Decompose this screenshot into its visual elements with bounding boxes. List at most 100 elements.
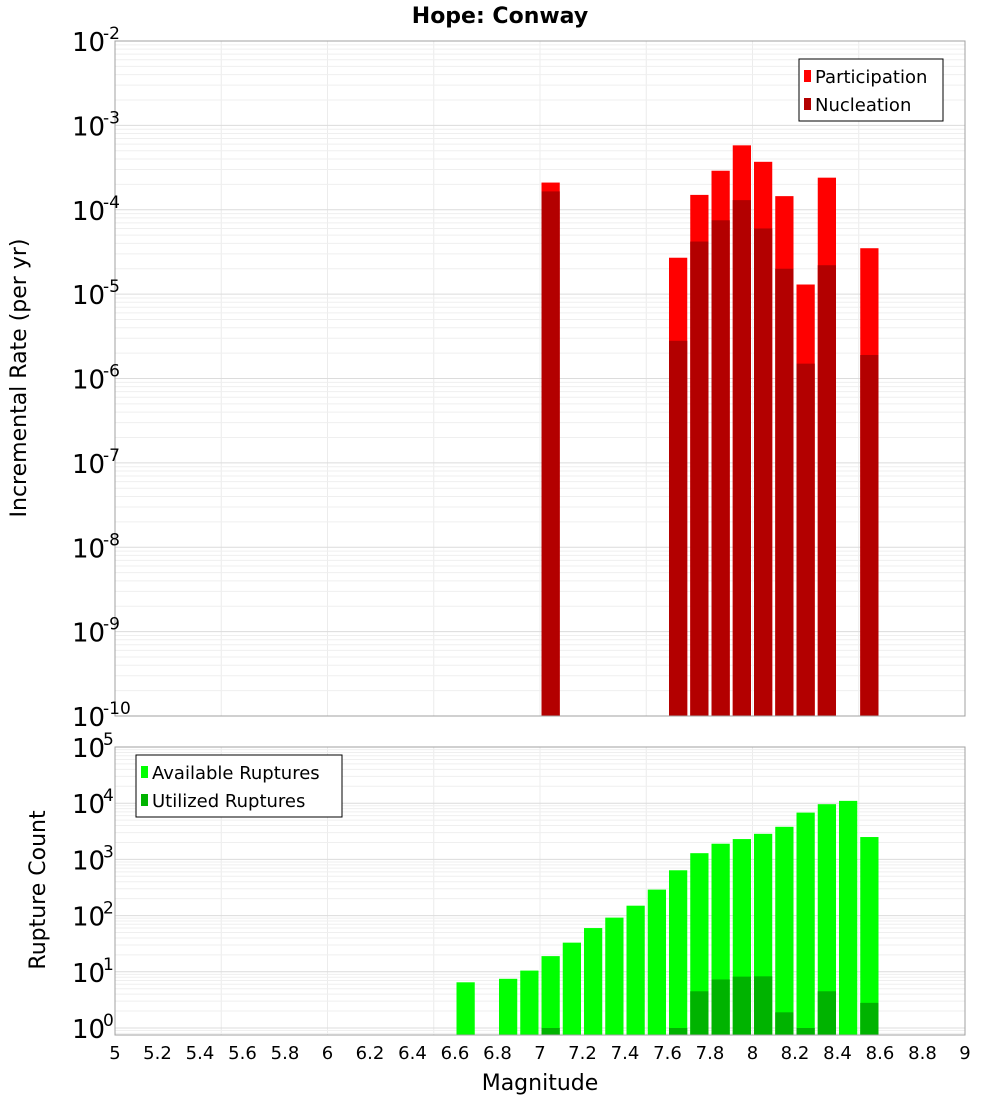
- count-bar: [817, 991, 836, 1035]
- rate-y-tick-exponent: -9: [103, 615, 120, 635]
- x-tick-label: 9: [959, 1043, 970, 1064]
- x-tick-label: 6.8: [483, 1043, 512, 1064]
- x-tick-label: 8.4: [823, 1043, 852, 1064]
- count-legend-swatch: [141, 794, 148, 806]
- rate-bar: [817, 265, 836, 716]
- x-tick-label: 5.2: [143, 1043, 172, 1064]
- x-tick-label: 7: [534, 1043, 545, 1064]
- count-y-tick-label: 10: [72, 846, 105, 876]
- rate-y-tick-exponent: -10: [103, 699, 131, 719]
- count-bar: [711, 979, 730, 1035]
- count-bar: [860, 1002, 879, 1035]
- count-legend-label: Available Ruptures: [152, 763, 320, 784]
- rate-y-tick-label: 10: [72, 197, 105, 227]
- count-y-tick-exponent: 2: [103, 899, 114, 919]
- rate-y-tick-label: 10: [72, 112, 105, 142]
- rate-y-tick-label: 10: [72, 366, 105, 396]
- count-legend: Available Ruptures Utilized Ruptures: [135, 754, 343, 818]
- rate-bar: [860, 354, 879, 716]
- count-frame: [114, 746, 966, 1036]
- rate-frame: [114, 40, 966, 717]
- x-tick-label: 5.6: [228, 1043, 257, 1064]
- rate-y-tick-exponent: -2: [103, 24, 120, 44]
- x-tick-label: 8: [747, 1043, 758, 1064]
- count-bar: [584, 928, 603, 1035]
- count-bar: [541, 1027, 560, 1035]
- rate-bar: [690, 241, 709, 717]
- count-bar: [817, 804, 836, 1035]
- rate-legend-box: [798, 58, 944, 122]
- x-tick-label: 6: [322, 1043, 333, 1064]
- count-y-tick-exponent: 0: [103, 1011, 114, 1031]
- x-tick-label: 5.4: [186, 1043, 215, 1064]
- count-bar: [732, 976, 751, 1035]
- x-tick-label: 8.8: [908, 1043, 937, 1064]
- count-bar: [775, 826, 794, 1035]
- x-axis-label: Magnitude: [482, 1071, 599, 1096]
- rate-legend-label: Participation: [815, 67, 927, 88]
- count-y-tick-label: 10: [72, 734, 105, 764]
- rate-y-tick-label: 10: [72, 703, 105, 733]
- count-bar: [626, 905, 645, 1035]
- rate-y-tick-exponent: -8: [103, 530, 120, 550]
- x-tick-label: 7.2: [568, 1043, 597, 1064]
- count-bar: [520, 970, 539, 1035]
- rate-bar: [711, 220, 730, 717]
- count-y-tick-exponent: 3: [103, 842, 114, 862]
- count-bar: [775, 1012, 794, 1035]
- count-bar: [796, 1027, 815, 1035]
- x-tick-label: 6.4: [398, 1043, 427, 1064]
- rate-bar: [775, 268, 794, 716]
- count-legend-label: Utilized Ruptures: [152, 791, 305, 812]
- rate-y-tick-label: 10: [72, 281, 105, 311]
- rate-y-tick-exponent: -5: [103, 277, 120, 297]
- x-tick-label: 8.2: [781, 1043, 810, 1064]
- y-axis-label-count: Rupture Count: [26, 810, 51, 970]
- count-bar: [860, 837, 879, 1035]
- x-tick-label: 7.6: [653, 1043, 682, 1064]
- rate-y-tick-label: 10: [72, 534, 105, 564]
- rate-legend: Participation Nucleation: [798, 58, 944, 122]
- count-y-tick-label: 10: [72, 1015, 105, 1045]
- x-tick-label: 8.6: [866, 1043, 895, 1064]
- count-y-tick-exponent: 4: [103, 786, 114, 806]
- count-y-tick-exponent: 1: [103, 955, 114, 975]
- count-y-tick-exponent: 5: [103, 730, 114, 750]
- count-bar: [669, 1027, 688, 1035]
- count-bar: [796, 812, 815, 1035]
- x-tick-label: 5: [109, 1043, 120, 1064]
- rate-bar: [541, 191, 560, 717]
- rate-legend-swatch: [804, 98, 811, 110]
- x-tick-label: 5.8: [271, 1043, 300, 1064]
- rate-bar: [669, 340, 688, 716]
- y-axis-label-rate: Incremental Rate (per yr): [7, 239, 32, 518]
- count-y-tick-label: 10: [72, 959, 105, 989]
- rate-series-1: [541, 191, 879, 717]
- x-tick-label: 7.4: [611, 1043, 640, 1064]
- x-tick-label: 7.8: [696, 1043, 725, 1064]
- x-tick-label: 6.6: [441, 1043, 470, 1064]
- rate-bar: [732, 200, 751, 716]
- count-bar: [669, 870, 688, 1035]
- count-bar: [690, 991, 709, 1035]
- count-legend-swatch: [141, 766, 148, 778]
- rate-y-tick-exponent: -3: [103, 108, 120, 128]
- count-bar: [605, 917, 624, 1035]
- rate-y-tick-exponent: -6: [103, 362, 120, 382]
- count-bar: [690, 853, 709, 1035]
- chart-title: Hope: Conway: [412, 4, 588, 29]
- count-bar: [647, 889, 666, 1035]
- rate-y-tick-label: 10: [72, 619, 105, 649]
- rate-bar: [754, 228, 773, 716]
- rate-bar: [796, 363, 815, 716]
- rate-legend-swatch: [804, 70, 811, 82]
- rate-y-tick-label: 10: [72, 450, 105, 480]
- count-legend-box: [135, 754, 343, 818]
- x-tick-label: 6.2: [356, 1043, 385, 1064]
- count-y-tick-label: 10: [72, 903, 105, 933]
- count-series-1: [541, 976, 879, 1035]
- count-bar: [754, 976, 773, 1035]
- count-bar: [562, 942, 581, 1035]
